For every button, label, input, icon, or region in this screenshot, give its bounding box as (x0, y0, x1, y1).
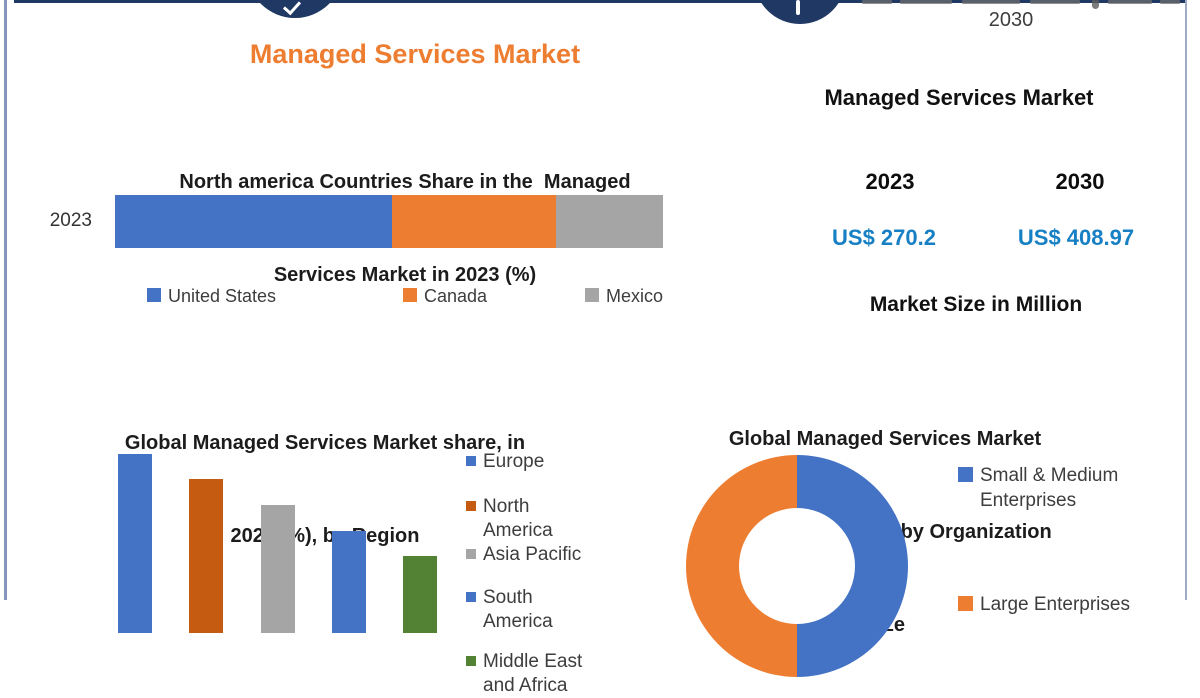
bar-segment-united-states (115, 195, 392, 248)
legend-swatch (466, 456, 476, 466)
bar-segment-mexico (556, 195, 663, 248)
clipped-header-text-fragment (1092, 0, 1099, 9)
panel-year-2030: 2030 (1055, 169, 1105, 194)
legend-label: Canada (424, 286, 488, 306)
legend-swatch (466, 592, 476, 602)
header-divider-line (14, 0, 1185, 3)
region-bar-north-america (189, 479, 223, 633)
legend-item-europe: Europe (466, 450, 584, 474)
region-legend: Europe North America Asia Pacific South Ame… (466, 0, 596, 696)
badge-glyph-icon (796, 0, 800, 15)
region-bar-europe (118, 454, 152, 633)
legend-label: Small & Medium Enterprises (980, 465, 1119, 511)
stacked-chart-title-line1: North america Countries Share in the Man… (179, 171, 631, 193)
market-size-2030: US$ 408.97 (1017, 225, 1135, 250)
region-chart-title-line1: Global Managed Services Market share, in (124, 432, 526, 454)
legend-swatch (147, 288, 161, 302)
stacked-bar (115, 195, 663, 248)
stacked-chart-title: North america Countries Share in the Man… (90, 105, 720, 322)
legend-item-south-america: South America (466, 586, 584, 634)
region-bar-asia-pacific (261, 505, 295, 633)
legend-swatch (585, 288, 599, 302)
donut (686, 455, 908, 677)
legend-item-mexico: Mexico (585, 285, 663, 308)
page-border-left (4, 0, 7, 600)
region-plot (100, 447, 450, 633)
page-border-right (1185, 0, 1187, 600)
market-size-2023: US$ 270.2 (832, 225, 936, 250)
donut-legend: Small & Medium Enterprises Large Enterpri… (958, 0, 1148, 615)
legend-swatch (958, 467, 973, 482)
region-bar-south-america (332, 531, 366, 633)
legend-label: Mexico (606, 286, 664, 306)
legend-label: Europe (483, 451, 545, 472)
legend-swatch (958, 596, 973, 611)
legend-item-north-america: North America (466, 495, 584, 543)
panel-caption: Market Size in Million (869, 293, 1083, 316)
legend-swatch (466, 656, 476, 666)
legend-item-asia-pacific: Asia Pacific (466, 543, 584, 567)
legend-swatch (403, 288, 417, 302)
clipped-header-text-fragment (1030, 0, 1080, 4)
clipped-header-text-fragment (900, 0, 952, 4)
legend-item-canada: Canada (403, 285, 487, 308)
legend-item-large-enterprises: Large Enterprises (958, 592, 1138, 617)
donut-chart-title-line1: Global Managed Services Market (728, 428, 1042, 450)
forecast-end-year: 2030 (988, 9, 1034, 31)
header-badge-circle-icon (754, 0, 846, 24)
legend-label: Middle East and Africa (483, 651, 583, 696)
legend-label: Asia Pacific (483, 544, 582, 565)
panel-title: Managed Services Market (824, 85, 1094, 110)
legend-label: Large Enterprises (980, 594, 1130, 615)
clipped-header-text-fragment (1108, 0, 1152, 4)
bar-segment-canada (391, 195, 557, 248)
legend-swatch (466, 549, 476, 559)
legend-label: South America (483, 587, 553, 632)
clipped-header-text-fragment (862, 0, 892, 4)
clipped-header-text-fragment (962, 0, 1020, 4)
region-bar-middle-east-and-africa (403, 556, 437, 633)
panel-year-2023: 2023 (865, 169, 915, 194)
legend-swatch (466, 501, 476, 511)
region-chart-title: Global Managed Services Market share, in… (85, 366, 565, 583)
page-title: Managed Services Market (249, 39, 581, 69)
stacked-legend: United States Canada Mexico (115, 285, 675, 311)
legend-label: North America (483, 496, 553, 541)
legend-label: United States (168, 286, 277, 306)
legend-item-small-medium-enterprises: Small & Medium Enterprises (958, 463, 1138, 513)
legend-item-middle-east-and-africa: Middle East and Africa (466, 650, 584, 698)
stacked-chart-title-line2: Services Market in 2023 (%) (273, 264, 537, 286)
clipped-header-text-fragment (1160, 0, 1180, 4)
stacked-chart-category-label: 2023 (49, 210, 92, 231)
legend-item-united-states: United States (147, 285, 276, 308)
